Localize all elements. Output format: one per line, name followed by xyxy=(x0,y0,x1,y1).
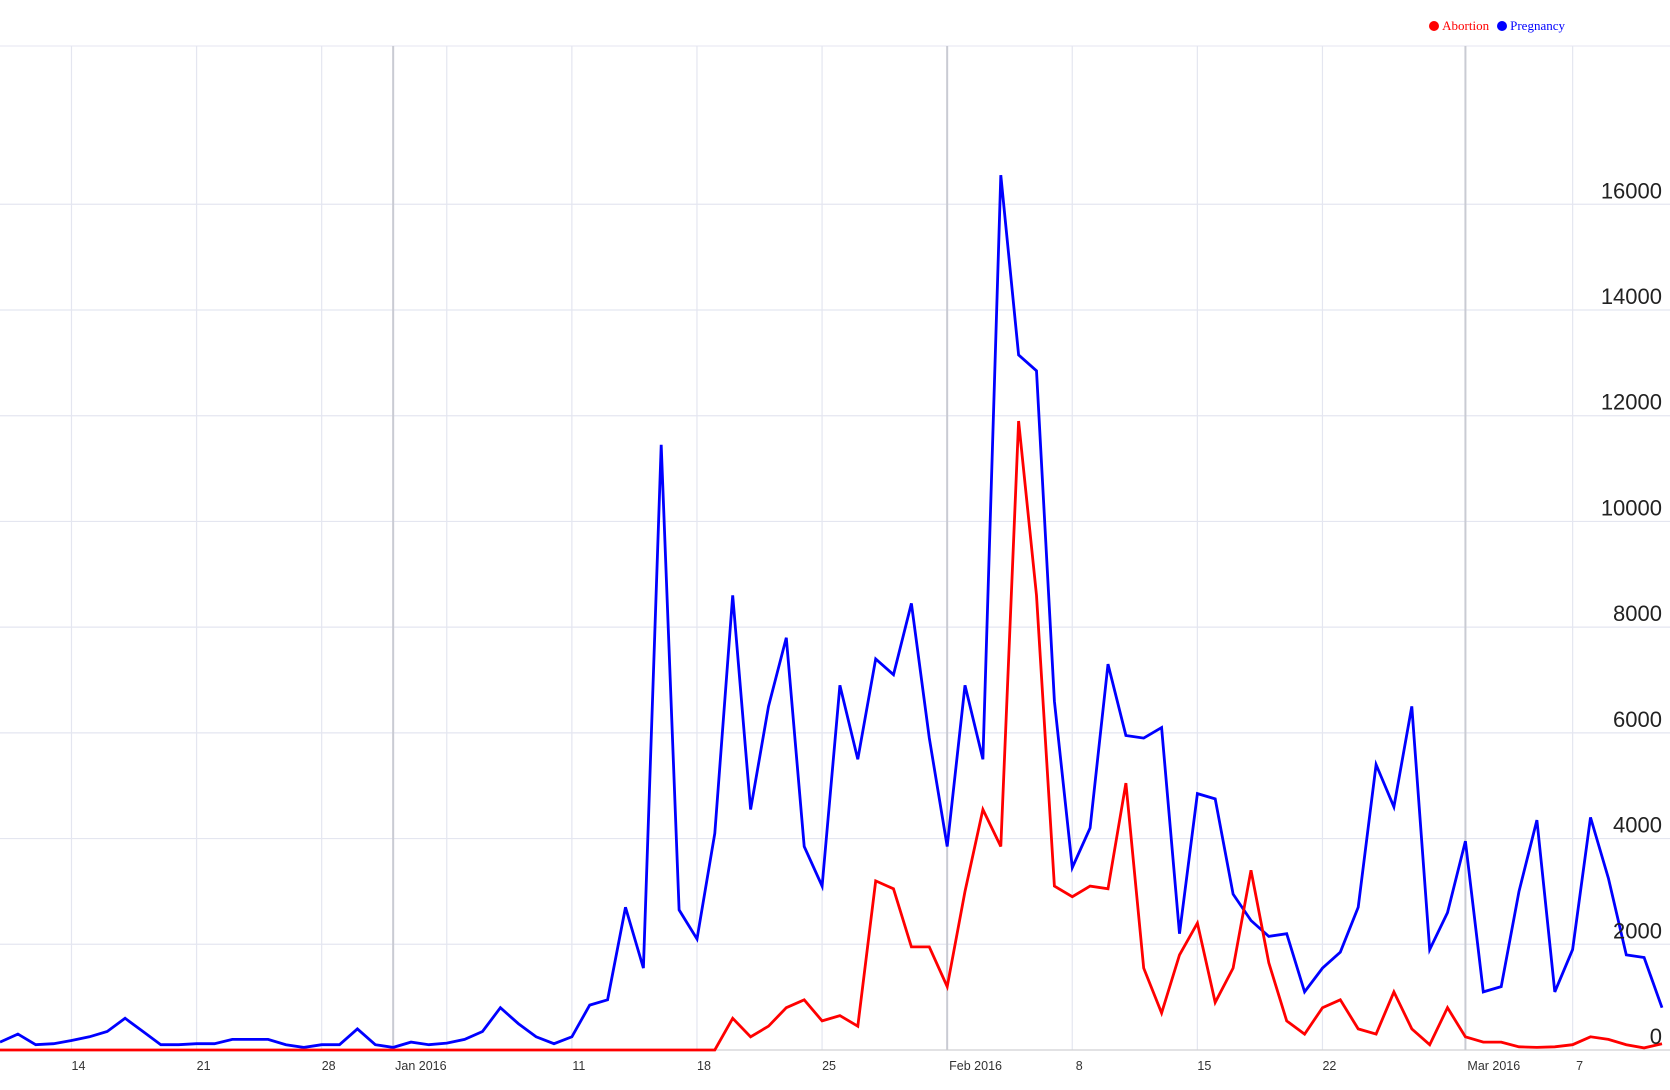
x-tick-label: 15 xyxy=(1197,1059,1211,1073)
y-tick-label: 12000 xyxy=(1601,390,1662,415)
y-tick-label: 0 xyxy=(1650,1024,1662,1049)
grid-lines xyxy=(0,45,1670,1051)
x-tick-label: 28 xyxy=(322,1059,336,1073)
y-tick-label: 16000 xyxy=(1601,178,1662,203)
x-tick-label: Jan 2016 xyxy=(395,1059,446,1073)
series-line-abortion xyxy=(0,420,1663,1052)
x-tick-label: Mar 2016 xyxy=(1467,1059,1520,1073)
x-tick-label: 7 xyxy=(1576,1059,1583,1073)
y-axis-labels: 0 2000 4000 6000 8000 10000 12000 14000 16000 xyxy=(1601,178,1662,1049)
series-lines xyxy=(0,175,1664,1052)
x-tick-label: 18 xyxy=(697,1059,711,1073)
pregnancy-swatch-icon xyxy=(1497,21,1508,31)
y-tick-label: 10000 xyxy=(1601,495,1662,520)
abortion-swatch-icon xyxy=(1429,21,1440,31)
x-tick-label: 25 xyxy=(822,1059,836,1073)
legend-item-abortion[interactable]: Abortion xyxy=(1429,18,1489,34)
x-tick-label: 22 xyxy=(1322,1059,1336,1073)
x-axis-labels: 14 21 28 Jan 2016 11 18 25 Feb 2016 8 15 22 Mar 201… xyxy=(72,1059,1584,1073)
chart-legend[interactable]: Abortion Pregnancy xyxy=(1429,18,1565,34)
y-tick-label: 8000 xyxy=(1613,601,1662,626)
legend-item-pregnancy[interactable]: Pregnancy xyxy=(1497,18,1565,34)
x-tick-label: 21 xyxy=(197,1059,211,1073)
x-tick-label: 11 xyxy=(572,1059,585,1073)
series-line-pregnancy xyxy=(0,175,1664,1049)
x-tick-label: Feb 2016 xyxy=(949,1059,1002,1073)
legend-label-pregnancy: Pregnancy xyxy=(1510,18,1565,33)
legend-label-abortion: Abortion xyxy=(1442,18,1490,33)
y-tick-label: 2000 xyxy=(1613,918,1662,943)
y-tick-label: 4000 xyxy=(1613,813,1662,838)
y-tick-label: 14000 xyxy=(1601,284,1662,309)
x-tick-label: 14 xyxy=(72,1059,86,1073)
y-tick-label: 6000 xyxy=(1613,707,1662,732)
x-tick-label: 8 xyxy=(1076,1059,1083,1073)
